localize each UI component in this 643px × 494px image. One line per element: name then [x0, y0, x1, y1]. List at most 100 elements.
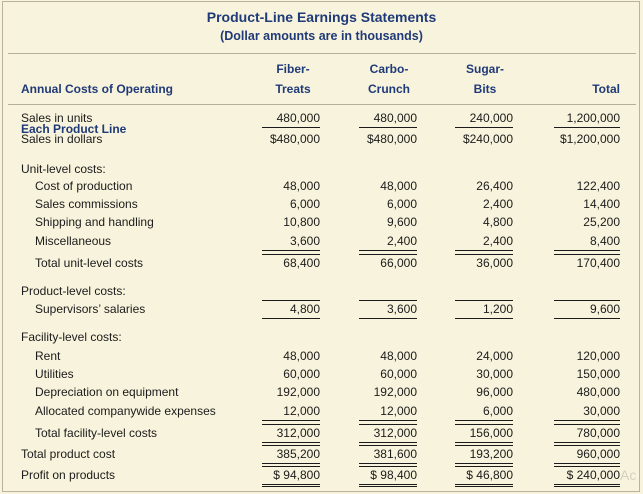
subtotal-rule — [262, 445, 320, 446]
underline-rule — [262, 463, 320, 464]
row-value: $480,000 — [366, 132, 417, 146]
subtotal-rule — [455, 254, 513, 255]
subtotal-rule — [455, 300, 513, 301]
subtotal-rule — [554, 466, 620, 467]
underline-rule — [554, 420, 620, 421]
row-value: 192,000 — [276, 385, 320, 399]
underline-rule — [262, 250, 320, 251]
row-value: $1,200,000 — [559, 132, 620, 146]
row-value: 2,400 — [386, 234, 417, 248]
row-value: 48,000 — [283, 349, 320, 363]
row-label: Product-level costs: — [21, 284, 126, 298]
row-label: Supervisors’ salaries — [35, 302, 146, 316]
underline-rule — [455, 250, 513, 251]
row-value: 6,000 — [386, 197, 417, 211]
subtotal-rule — [359, 466, 417, 467]
statement-subtitle: (Dollar amounts are in thousands) — [220, 29, 423, 43]
row-value: 10,800 — [283, 215, 320, 229]
row-value: 9,600 — [386, 215, 417, 229]
row-value: 24,000 — [476, 349, 513, 363]
underline-rule — [359, 463, 417, 464]
row-label: Total facility-level costs — [35, 426, 158, 440]
underline-rule — [455, 442, 513, 443]
column-header-line2: Total — [592, 82, 620, 96]
row-value: $ 98,400 — [370, 468, 417, 482]
row-label: Shipping and handling — [35, 215, 154, 229]
row-value: 156,000 — [469, 426, 513, 440]
row-value: 2,400 — [482, 234, 513, 248]
row-value: $ 94,800 — [273, 468, 320, 482]
row-value: 30,000 — [583, 404, 620, 418]
column-header-line2: Crunch — [368, 82, 410, 96]
column-header-1: Fiber- Treats — [253, 59, 333, 99]
row-value: 66,000 — [380, 256, 417, 270]
underline-rule — [262, 127, 320, 128]
header-top-rule — [8, 53, 636, 54]
row-value: 68,400 — [283, 256, 320, 270]
underline-rule — [455, 318, 513, 319]
header-label-line2: Each Product Line — [21, 122, 127, 136]
statement-title: Product-Line Earnings Statements — [206, 9, 437, 25]
row-value: 150,000 — [576, 367, 620, 381]
row-value: 385,200 — [276, 447, 320, 461]
row-value: 9,600 — [589, 302, 620, 316]
row-label: Profit on products — [21, 468, 116, 482]
column-header-line2: Bits — [473, 82, 497, 96]
row-label: Rent — [35, 349, 61, 363]
subtotal-rule — [455, 466, 513, 467]
row-value: 312,000 — [276, 426, 320, 440]
row-value: 381,600 — [373, 447, 417, 461]
row-label: Total unit-level costs — [35, 256, 144, 270]
underline-rule — [262, 318, 320, 319]
row-value: 25,200 — [583, 215, 620, 229]
row-value: 12,000 — [283, 404, 320, 418]
underline-rule — [554, 318, 620, 319]
underline-rule — [554, 463, 620, 464]
subtotal-rule — [359, 445, 417, 446]
subtotal-rule — [554, 300, 620, 301]
underline-rule — [359, 318, 417, 319]
column-header-2: Carbo- Crunch — [349, 59, 429, 99]
row-label: Allocated companywide expenses — [35, 404, 216, 418]
header-label: Annual Costs of Operating Each Product L… — [21, 59, 173, 159]
row-label: Unit-level costs: — [21, 162, 106, 176]
row-value: 6,000 — [289, 197, 320, 211]
row-value: 48,000 — [380, 349, 417, 363]
row-value: 3,600 — [289, 234, 320, 248]
underline-rule — [455, 463, 513, 464]
underline-rule — [554, 250, 620, 251]
row-value: $ 240,000 — [566, 468, 620, 482]
row-label: Miscellaneous — [35, 234, 112, 248]
underline-rule — [262, 420, 320, 421]
row-value: 480,000 — [276, 111, 320, 125]
row-value: 4,800 — [482, 215, 513, 229]
row-value: 96,000 — [476, 385, 513, 399]
row-value: 36,000 — [476, 256, 513, 270]
row-value: 192,000 — [373, 385, 417, 399]
header-label-line1: Annual Costs of Operating — [21, 82, 174, 96]
row-value: 14,400 — [583, 197, 620, 211]
row-value: 1,200 — [482, 302, 513, 316]
column-header-line2: Treats — [275, 82, 311, 96]
row-value: 3,600 — [386, 302, 417, 316]
row-value: 8,400 — [589, 234, 620, 248]
double-underline-rule — [359, 484, 417, 487]
row-value: 170,400 — [576, 256, 620, 270]
column-header-line1: Sugar- — [465, 62, 504, 76]
underline-rule — [455, 420, 513, 421]
subtotal-rule — [262, 424, 320, 425]
underline-rule — [455, 127, 513, 128]
row-label: Cost of production — [35, 179, 133, 193]
row-value: 480,000 — [373, 111, 417, 125]
row-label: Sales in units — [21, 111, 93, 125]
row-label: Facility-level costs: — [21, 330, 122, 344]
row-label: Sales commissions — [35, 197, 138, 211]
row-value: 12,000 — [380, 404, 417, 418]
subtotal-rule — [262, 466, 320, 467]
row-value: $ 46,800 — [466, 468, 513, 482]
subtotal-rule — [359, 254, 417, 255]
row-value: 48,000 — [283, 179, 320, 193]
subtotal-rule — [455, 424, 513, 425]
underline-rule — [554, 127, 620, 128]
